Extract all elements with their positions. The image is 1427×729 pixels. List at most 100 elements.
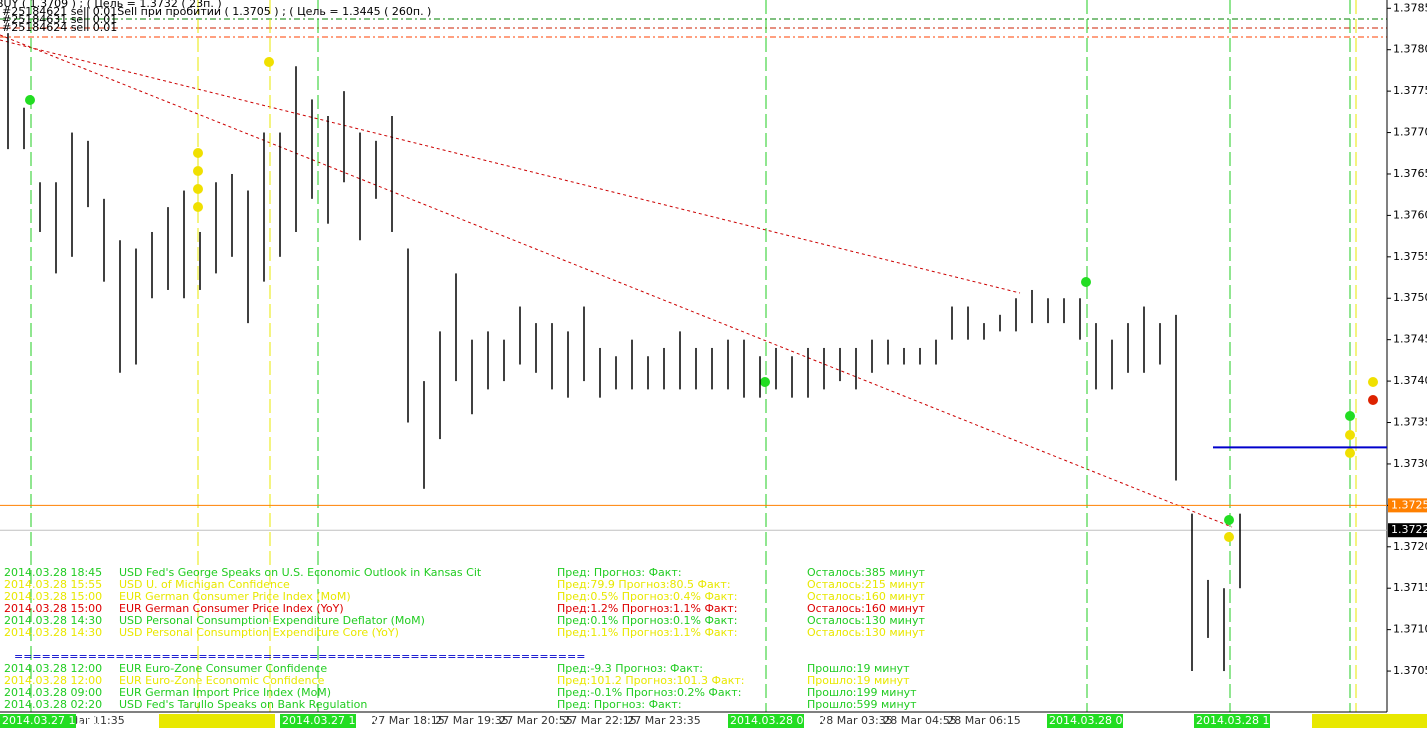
signal-dot (1368, 395, 1378, 405)
news-event: USD Personal Consumption Expenditure Def… (119, 614, 425, 627)
trend-line (0, 34, 1233, 528)
event-time-label: 2014.03.27 11:00 (2, 714, 100, 727)
x-tick-label: 28 Mar 04:55 (883, 714, 956, 727)
news-time: 2014.03.28 09:00 (4, 686, 102, 699)
news-time: 2014.03.28 18:45 (4, 566, 102, 579)
news-values: Пред:79.9 Прогноз:80.5 Факт: (557, 578, 731, 591)
y-tick-label: 1.3730 (1393, 457, 1427, 470)
signal-dot (193, 148, 203, 158)
trend-line (0, 39, 1021, 294)
price-label-box (1388, 523, 1427, 538)
header-line: #25184624 sell 0.01 (2, 21, 117, 34)
signal-dot (264, 57, 274, 67)
news-event: USD Personal Consumption Expenditure Cor… (119, 626, 399, 639)
event-time-label: 2014.03.28 12:00 (1196, 714, 1294, 727)
news-values: Пред: Прогноз: Факт: (557, 698, 682, 711)
event-time-box (1194, 714, 1270, 728)
x-tick-label: 27 Mar 20:55 (499, 714, 572, 727)
event-time-box (1312, 714, 1427, 728)
news-event: USD U. of Michigan Confidence (119, 578, 290, 591)
header-line: #25184621 sell 0.01Sell при пробитии ( 1… (2, 5, 431, 18)
x-tick-label: 27 Mar 19:35 (435, 714, 508, 727)
signal-dot (760, 377, 770, 387)
y-tick-label: 1.3715 (1393, 581, 1427, 594)
y-tick-label: 1.3735 (1393, 416, 1427, 429)
news-status: Осталось:130 минут (807, 626, 925, 639)
news-event: USD Fed's George Speaks on U.S. Economic… (119, 566, 482, 579)
news-values: Пред:0.1% Прогноз:0.1% Факт: (557, 614, 737, 627)
news-time: 2014.03.28 14:30 (4, 614, 102, 627)
news-values: Пред:1.1% Прогноз:1.1% Факт: (557, 626, 737, 639)
signal-dot (1345, 430, 1355, 440)
news-event: EUR German Consumer Price Index (YoY) (119, 602, 344, 615)
x-tick-label: 27 Mar 22:15 (563, 714, 636, 727)
news-time: 2014.03.28 12:00 (4, 674, 102, 687)
news-status: Осталось:160 минут (807, 590, 925, 603)
news-event: EUR Euro-Zone Economic Confidence (119, 674, 325, 687)
y-tick-label: 1.3720 (1393, 540, 1427, 553)
news-status: Осталось:385 минут (807, 566, 925, 579)
news-time: 2014.03.28 15:00 (4, 602, 102, 615)
signal-dot (1224, 532, 1234, 542)
news-event: EUR German Consumer Price Index (MoM) (119, 590, 351, 603)
news-time: 2014.03.28 12:00 (4, 662, 102, 675)
signal-dot (1368, 377, 1378, 387)
news-status: Осталось:160 минут (807, 602, 925, 615)
news-values: Пред:-0.1% Прогноз:0.2% Факт: (557, 686, 741, 699)
event-time-label: 2014.03.28 02:20 (730, 714, 828, 727)
y-tick-label: 1.3785 (1393, 1, 1427, 14)
news-event: USD Fed's Tarullo Speaks on Bank Regulat… (119, 698, 367, 711)
event-time-box (1047, 714, 1123, 728)
y-tick-label: 1.3750 (1393, 291, 1427, 304)
signals (25, 57, 1378, 542)
x-tick-label: 28 Mar 06:15 (947, 714, 1020, 727)
news-event: EUR Euro-Zone Consumer Confidence (119, 662, 327, 675)
signal-dot (1081, 277, 1091, 287)
news-values: Пред:1.2% Прогноз:1.1% Факт: (557, 602, 737, 615)
y-tick-label: 1.3745 (1393, 333, 1427, 346)
y-tick-label: 1.3705 (1393, 664, 1427, 677)
header-line: #25184631 sell 0.01 (2, 13, 117, 26)
news-time: 2014.03.28 15:55 (4, 578, 102, 591)
news-values: Пред:0.5% Прогноз:0.4% Факт: (557, 590, 737, 603)
event-time-label: 2014.03.28 09:00 (1049, 714, 1147, 727)
news-status: Прошло:19 минут (807, 662, 910, 675)
news-status: Осталось:215 минут (807, 578, 925, 591)
x-tick-label: 27 Mar 18:15 (371, 714, 444, 727)
news-time: 2014.03.28 02:20 (4, 698, 102, 711)
price-label: 1.3725 (1391, 498, 1427, 511)
y-tick-label: 1.3780 (1393, 43, 1427, 56)
event-time-box (159, 714, 275, 728)
signal-dot (193, 184, 203, 194)
y-tick-label: 1.3765 (1393, 167, 1427, 180)
y-tick-label: 1.3710 (1393, 623, 1427, 636)
signal-dot (1345, 448, 1355, 458)
news-time: 2014.03.28 14:30 (4, 626, 102, 639)
price-label: 1.3722 (1391, 523, 1427, 536)
news-status: Прошло:599 минут (807, 698, 917, 711)
y-tick-label: 1.3760 (1393, 208, 1427, 221)
x-tick-label: 27 Mar 23:35 (627, 714, 700, 727)
y-tick-label: 1.3775 (1393, 84, 1427, 97)
event-lines (30, 0, 1357, 712)
news-status: Осталось:130 минут (807, 614, 925, 627)
news-values: Пред: Прогноз: Факт: (557, 566, 682, 579)
signal-dot (193, 202, 203, 212)
news-event: EUR German Import Price Index (MoM) (119, 686, 331, 699)
header-line: BUY ( 1.3709 ) ; ( Цель = 1.3732 ( 23п. … (0, 0, 222, 10)
signal-dot (25, 95, 35, 105)
signal-dot (193, 166, 203, 176)
event-time-box (728, 714, 804, 728)
x-tick-label: 28 Mar 03:35 (819, 714, 892, 727)
news-time: 2014.03.28 15:00 (4, 590, 102, 603)
y-tick-label: 1.3755 (1393, 250, 1427, 263)
news-status: Прошло:19 минут (807, 674, 910, 687)
event-time-box (280, 714, 356, 728)
price-label-box (1388, 498, 1427, 513)
news-status: Прошло:199 минут (807, 686, 917, 699)
news-separator: ========================================… (14, 650, 585, 663)
event-time-label: 2014.03.27 17:00 (282, 714, 380, 727)
